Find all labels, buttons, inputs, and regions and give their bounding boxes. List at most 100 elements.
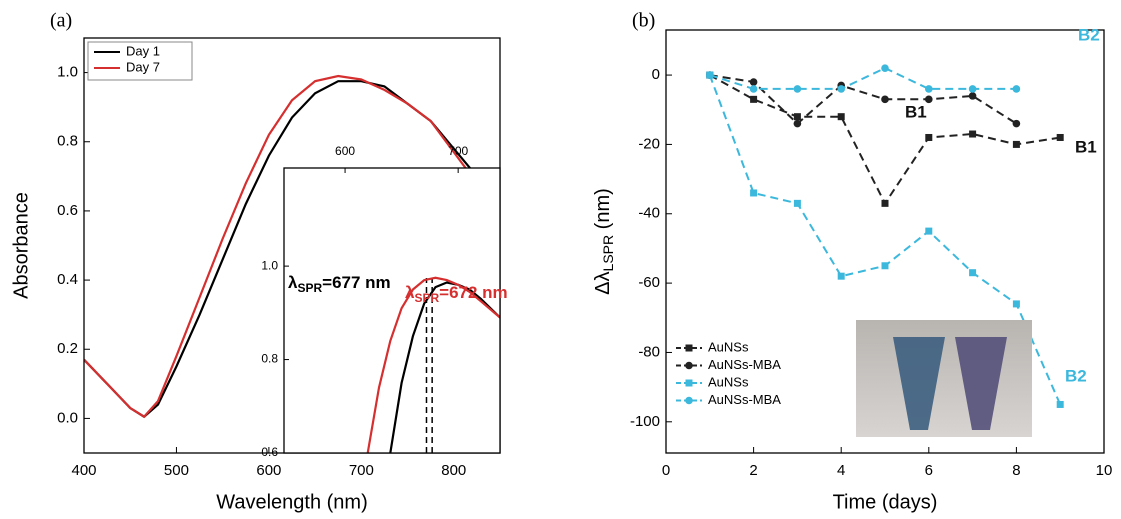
legend-marker xyxy=(685,344,693,352)
annotation: λSPR=677 nm xyxy=(288,273,391,295)
marker xyxy=(881,199,889,207)
x-tick-label: 600 xyxy=(335,144,355,158)
marker xyxy=(1012,140,1020,148)
y-tick-label: 0.8 xyxy=(261,352,278,366)
marker xyxy=(793,199,801,207)
marker xyxy=(793,113,801,121)
y-axis-label: Absorbance xyxy=(10,192,32,299)
y-tick-label: -80 xyxy=(638,343,660,360)
marker xyxy=(837,113,845,121)
marker xyxy=(968,85,977,93)
legend-marker xyxy=(685,396,693,405)
legend-label: Day 7 xyxy=(126,59,160,74)
marker xyxy=(968,92,977,100)
x-tick-label: 8 xyxy=(1012,462,1020,479)
annotation-part: SPR xyxy=(297,281,322,295)
y-tick-label: 0.6 xyxy=(57,202,78,219)
x-tick-label: 6 xyxy=(925,462,933,479)
panel-label: (b) xyxy=(632,10,655,32)
marker xyxy=(969,269,977,277)
x-tick-label: 400 xyxy=(71,462,96,479)
annotation-part: λ xyxy=(405,283,415,302)
annotation-part: =677 nm xyxy=(322,273,391,292)
marker xyxy=(881,64,889,72)
legend-marker xyxy=(685,379,693,387)
legend-label: AuNSs xyxy=(708,339,749,354)
marker xyxy=(750,95,758,103)
x-tick-label: 2 xyxy=(749,462,757,479)
marker xyxy=(969,130,977,138)
series-line xyxy=(366,276,500,453)
y-tick-label: 1.0 xyxy=(57,64,78,81)
marker xyxy=(881,262,889,270)
chart: 400 500 600 700 800 0.0 0.2 0.4 0.6 0.8 1.0 (a) Wave… xyxy=(10,10,501,513)
annotation-part: λ xyxy=(288,273,298,292)
marker xyxy=(749,78,758,86)
x-axis-label: Wavelength (nm) xyxy=(216,491,368,513)
y-axis-label-part: Δλ xyxy=(592,271,614,294)
x-tick-label: 4 xyxy=(837,462,845,479)
annotation-part: SPR xyxy=(414,291,439,305)
annotation-part: =672 nm xyxy=(439,283,508,302)
marker xyxy=(837,85,845,93)
marker xyxy=(925,227,933,235)
y-tick-label: -60 xyxy=(638,274,660,291)
legend-label: Day 1 xyxy=(126,43,160,58)
marker xyxy=(1012,119,1021,128)
x-axis-label: Time (days) xyxy=(833,491,938,513)
legend-label: AuNSs-MBA xyxy=(708,392,781,407)
y-tick-label: 0.8 xyxy=(57,133,78,150)
marker xyxy=(925,95,933,104)
x-tick-label: 10 xyxy=(1096,462,1113,479)
legend-label: AuNSs xyxy=(708,374,749,389)
chart: 0 2 4 6 8 10 0 -20 -40 -60 -80 -100 (b) Time (days) Δλ… xyxy=(592,10,1112,514)
x-tick-label: 700 xyxy=(349,462,374,479)
marker xyxy=(793,119,802,128)
series-line xyxy=(389,281,500,453)
annotation: B1 xyxy=(1075,137,1097,156)
y-axis-label-part: LSPR xyxy=(600,235,616,272)
marker xyxy=(1056,133,1064,141)
marker xyxy=(749,85,758,93)
y-tick-label: 0.0 xyxy=(57,409,78,426)
inset-background xyxy=(284,168,500,453)
panel-label: (a) xyxy=(50,10,72,32)
marker xyxy=(750,189,758,197)
marker xyxy=(925,85,933,93)
series-line xyxy=(709,66,1017,90)
y-tick-label: -20 xyxy=(638,135,660,152)
marker xyxy=(1056,400,1064,408)
x-tick-label: 0 xyxy=(662,462,670,479)
x-tick-label: 800 xyxy=(441,462,466,479)
x-tick-label: 700 xyxy=(448,144,468,158)
marker xyxy=(881,95,889,104)
y-axis-label: ΔλLSPR (nm) xyxy=(592,188,615,295)
annotation: B2 xyxy=(1078,25,1100,44)
marker xyxy=(925,133,933,141)
marker xyxy=(1012,85,1021,93)
plot-frame xyxy=(283,167,501,454)
y-tick-label: 0 xyxy=(652,66,660,83)
photo xyxy=(856,320,1032,437)
marker xyxy=(1012,300,1020,308)
plot-frame xyxy=(665,29,1105,454)
y-tick-label: 0.4 xyxy=(57,271,78,288)
series-line xyxy=(709,74,1061,206)
series-line xyxy=(84,74,500,419)
y-axis-label-part: (nm) xyxy=(592,188,614,235)
marker xyxy=(793,85,802,93)
y-tick-label: -40 xyxy=(638,205,660,222)
annotation: λSPR=672 nm xyxy=(405,283,508,305)
y-tick-label: 1.0 xyxy=(261,258,278,272)
y-tick-label: -100 xyxy=(630,413,660,430)
legend-frame xyxy=(87,41,193,81)
legend-marker xyxy=(685,361,693,370)
marker xyxy=(706,71,714,79)
x-tick-label: 600 xyxy=(256,462,281,479)
y-tick-label: 0.2 xyxy=(57,340,78,357)
annotation: B2 xyxy=(1065,366,1087,385)
legend-label: AuNSs-MBA xyxy=(708,357,781,372)
